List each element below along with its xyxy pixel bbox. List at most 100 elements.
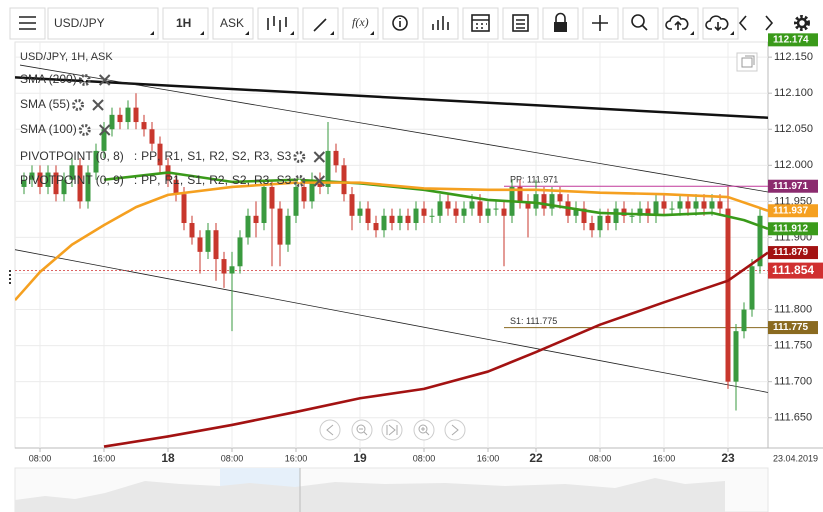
candle-body — [29, 172, 35, 180]
candle-body — [197, 237, 203, 252]
gear-hole — [83, 128, 87, 132]
plot: PP: 111.971 S1: 111.775 — [15, 64, 768, 448]
remove-icon[interactable] — [313, 151, 326, 163]
volume-button[interactable] — [422, 7, 459, 40]
remove-icon[interactable] — [98, 74, 111, 86]
pivot-separator: , — [157, 149, 160, 163]
settings-icon[interactable] — [78, 124, 91, 136]
settings-button[interactable] — [794, 15, 810, 31]
pivot-prefix: : — [134, 149, 137, 163]
scroll-right-button[interactable] — [765, 15, 774, 31]
price-label-bg — [768, 204, 818, 218]
scroll-left-button[interactable] — [738, 15, 747, 31]
pivot-line-label: S1: 111.775 — [510, 316, 557, 326]
plot-area — [14, 41, 769, 449]
indicator-controls — [78, 74, 111, 86]
candle-body — [621, 208, 627, 216]
candle-body — [653, 201, 659, 216]
candle-body — [581, 208, 587, 224]
price-label: 111.937 — [773, 205, 808, 216]
candle-body — [685, 201, 691, 209]
indicator-button[interactable]: f(x) — [342, 7, 379, 40]
candle-body — [269, 186, 275, 209]
candle-body — [189, 223, 195, 238]
x-tick-label: 18 — [161, 451, 175, 465]
candle-body — [365, 208, 371, 224]
candle-body — [589, 223, 595, 231]
pivot-prefix: : — [134, 173, 137, 187]
symbol-select[interactable]: USD/JPY — [47, 7, 159, 40]
nav-zoom-out[interactable] — [351, 419, 373, 441]
price-label: 111.912 — [773, 223, 808, 234]
interval-select[interactable]: 1H — [162, 7, 209, 40]
remove-icon[interactable] — [313, 175, 326, 187]
draw-button[interactable] — [302, 7, 339, 40]
candle-body — [389, 215, 395, 224]
remove-icon[interactable] — [98, 124, 111, 136]
candle-body — [725, 208, 731, 382]
pivot-separator: , — [269, 149, 272, 163]
pivot-level: R3 — [254, 173, 270, 187]
candle-body — [645, 208, 651, 216]
price-type-select[interactable]: ASK — [212, 7, 254, 40]
candle-body — [309, 179, 315, 202]
candle-body — [733, 331, 739, 382]
navigator[interactable] — [14, 467, 769, 512]
settings-icon[interactable] — [293, 151, 306, 163]
pivot-indicator-name: PIVOTPOINT (0, 8) — [20, 149, 124, 163]
crosshair-button[interactable] — [582, 7, 619, 40]
candle-body — [749, 266, 755, 310]
pivot-level: S1 — [187, 149, 202, 163]
candle-body — [357, 208, 363, 216]
zoom-button[interactable] — [622, 7, 659, 40]
popout-button[interactable] — [736, 52, 758, 72]
nav-zoom-in[interactable] — [413, 419, 435, 441]
candle-body — [45, 172, 51, 187]
calendar-button[interactable] — [462, 7, 499, 40]
chart-type-button[interactable] — [257, 7, 299, 40]
candle-body — [549, 194, 555, 209]
candle-body — [85, 172, 91, 202]
x-tick-label: 08:00 — [413, 453, 436, 463]
candle-body — [461, 208, 467, 216]
candle-body — [413, 208, 419, 224]
y-tick-label: 112.000 — [774, 159, 813, 171]
info-button[interactable] — [382, 7, 419, 40]
upload-button[interactable] — [662, 7, 699, 40]
download-button[interactable] — [702, 7, 739, 40]
remove-icon[interactable] — [92, 99, 104, 111]
menu-button[interactable] — [9, 7, 46, 40]
gear — [78, 74, 91, 86]
candle-body — [333, 150, 339, 166]
trendline — [15, 76, 768, 119]
candle-body — [429, 215, 435, 217]
price-label: 111.879 — [773, 247, 808, 258]
candle-body — [485, 208, 491, 216]
settings-icon[interactable] — [72, 99, 85, 111]
gear-hole — [297, 179, 301, 183]
pivot-level: PP — [141, 149, 157, 163]
price-label-bg — [768, 222, 818, 236]
axes: 111.650111.700111.750111.800111.850111.9… — [29, 33, 823, 465]
sma-line — [103, 171, 768, 230]
pivot-line-label: PP: 111.971 — [510, 175, 558, 185]
pivot-separator: , — [202, 149, 205, 163]
candle-body — [437, 201, 443, 216]
news-button[interactable] — [502, 7, 539, 40]
nav-right[interactable] — [444, 419, 466, 441]
settings-icon[interactable] — [293, 175, 306, 187]
nav-left[interactable] — [319, 419, 341, 441]
price-label-bg — [768, 321, 818, 335]
legend-entry: SMA (200) — [20, 72, 77, 86]
pivot-level: R1 — [165, 149, 181, 163]
pivot-separator: , — [247, 149, 250, 163]
lock-button[interactable] — [542, 7, 579, 40]
price-label-bg — [768, 33, 818, 47]
candle-body — [69, 165, 75, 180]
gear — [293, 175, 306, 187]
pivot-separator: , — [225, 149, 228, 163]
nav-reset[interactable] — [381, 419, 403, 441]
chart-title: USD/JPY, 1H, ASK — [20, 51, 113, 63]
settings-icon[interactable] — [78, 74, 91, 86]
